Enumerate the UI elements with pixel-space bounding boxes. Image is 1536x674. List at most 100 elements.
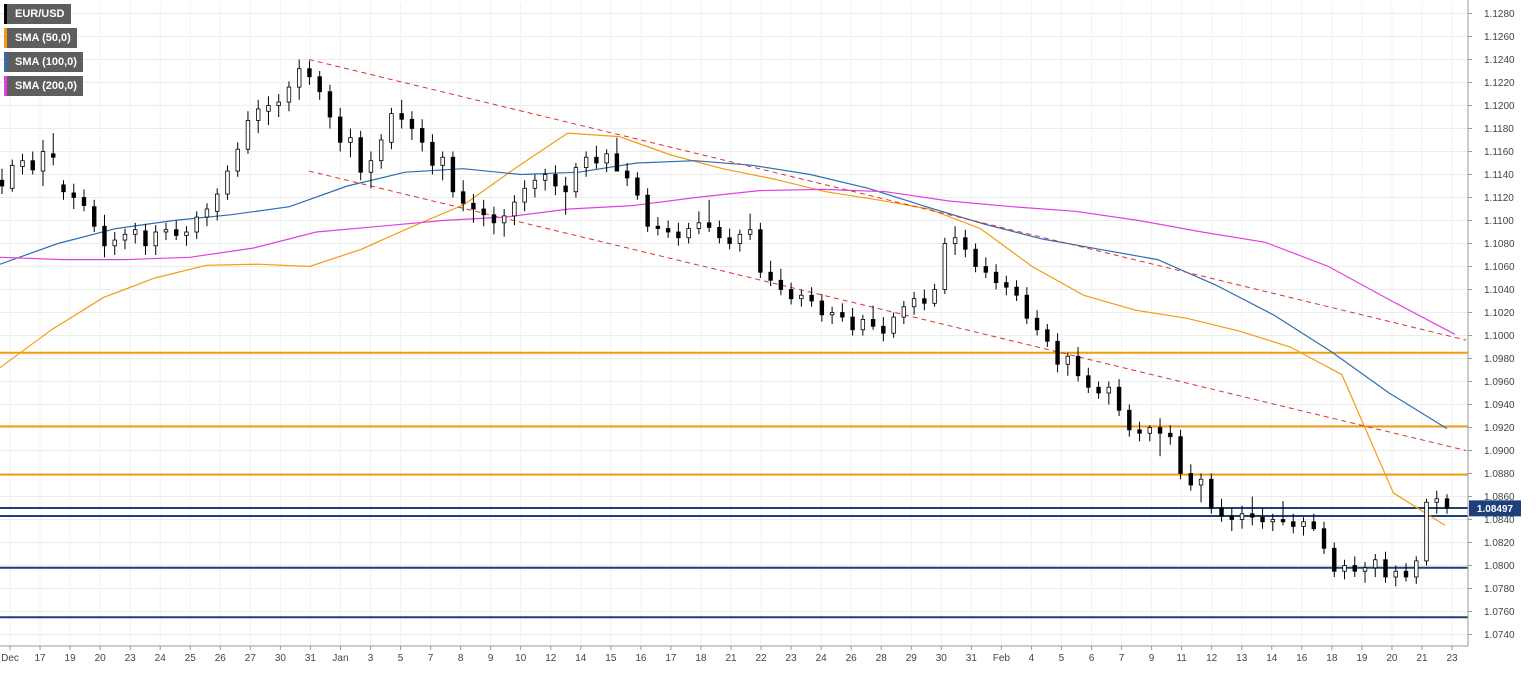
candle[interactable] — [819, 294, 825, 322]
candle[interactable] — [389, 107, 394, 150]
legend-item-sma200[interactable]: SMA (200,0) — [4, 76, 83, 96]
candle[interactable] — [1188, 464, 1193, 491]
candle[interactable] — [1414, 556, 1419, 584]
candle[interactable] — [706, 199, 712, 232]
candle[interactable] — [1260, 508, 1265, 529]
candle[interactable] — [501, 209, 507, 237]
candle[interactable] — [450, 151, 456, 198]
candle[interactable] — [296, 59, 302, 100]
candle[interactable] — [194, 211, 199, 239]
candle[interactable] — [850, 307, 855, 336]
candle[interactable] — [92, 199, 97, 232]
candle[interactable] — [1168, 425, 1173, 445]
candle[interactable] — [61, 180, 66, 200]
candle[interactable] — [696, 211, 702, 235]
candle[interactable] — [768, 260, 773, 287]
candle[interactable] — [133, 222, 138, 244]
candle[interactable] — [1393, 565, 1398, 587]
candle[interactable] — [143, 223, 148, 255]
candle[interactable] — [1198, 473, 1204, 503]
candle[interactable] — [266, 96, 271, 126]
candle[interactable] — [727, 228, 732, 250]
candle[interactable] — [20, 153, 25, 175]
candle[interactable] — [163, 222, 169, 241]
candle[interactable] — [1280, 501, 1286, 526]
candle[interactable] — [542, 168, 548, 191]
candle[interactable] — [1014, 280, 1019, 301]
candle[interactable] — [747, 213, 753, 241]
candle[interactable] — [1055, 333, 1060, 373]
candle[interactable] — [30, 151, 35, 175]
legend-item-sma50[interactable]: SMA (50,0) — [4, 28, 77, 48]
candle[interactable] — [737, 229, 743, 252]
candle[interactable] — [860, 314, 866, 336]
candle[interactable] — [922, 289, 927, 311]
candle[interactable] — [1373, 554, 1378, 577]
sma-line-1000[interactable] — [0, 160, 1448, 430]
candle[interactable] — [553, 165, 558, 196]
candle[interactable] — [829, 306, 835, 324]
candle[interactable] — [491, 206, 497, 235]
candle[interactable] — [891, 312, 896, 338]
candle[interactable] — [215, 188, 220, 221]
candle[interactable] — [348, 128, 353, 158]
candle[interactable] — [573, 163, 579, 198]
candle[interactable] — [471, 194, 476, 223]
candle[interactable] — [430, 134, 435, 175]
candle[interactable] — [563, 176, 568, 215]
candle[interactable] — [256, 99, 261, 134]
candle[interactable] — [1301, 517, 1306, 536]
candle[interactable] — [1137, 421, 1142, 442]
candle[interactable] — [1157, 418, 1163, 457]
candle[interactable] — [317, 71, 322, 100]
candle[interactable] — [973, 243, 978, 273]
candle[interactable] — [1096, 381, 1101, 399]
candle[interactable] — [594, 145, 599, 169]
candle[interactable] — [184, 226, 189, 246]
candle[interactable] — [225, 165, 230, 200]
candle[interactable] — [717, 220, 722, 244]
candle[interactable] — [112, 232, 117, 255]
candle[interactable] — [1342, 559, 1347, 580]
candle[interactable] — [788, 282, 794, 305]
candle[interactable] — [337, 107, 343, 152]
candle[interactable] — [40, 140, 46, 186]
candle[interactable] — [840, 303, 845, 322]
candle[interactable] — [204, 203, 210, 227]
candle[interactable] — [665, 220, 671, 238]
candle[interactable] — [963, 229, 968, 258]
candle[interactable] — [1004, 275, 1009, 296]
candle[interactable] — [1209, 473, 1214, 514]
candle[interactable] — [1434, 490, 1439, 514]
candle[interactable] — [51, 133, 56, 166]
candle[interactable] — [676, 222, 681, 246]
candle[interactable] — [993, 264, 999, 290]
candle[interactable] — [81, 189, 87, 212]
candle[interactable] — [1332, 542, 1337, 578]
candle[interactable] — [235, 142, 240, 177]
candle[interactable] — [1045, 324, 1050, 347]
candle[interactable] — [1086, 367, 1091, 393]
candle[interactable] — [1403, 563, 1409, 582]
candle[interactable] — [1239, 505, 1245, 529]
candle[interactable] — [901, 301, 907, 324]
candle[interactable] — [778, 268, 784, 296]
candle[interactable] — [911, 291, 917, 315]
candle[interactable] — [932, 283, 937, 307]
candle[interactable] — [758, 222, 763, 278]
trendline[interactable] — [308, 59, 1467, 341]
candle[interactable] — [604, 149, 609, 173]
candle[interactable] — [1065, 352, 1071, 376]
candle[interactable] — [0, 168, 5, 195]
sma-line-500[interactable] — [0, 132, 1446, 526]
candle[interactable] — [276, 94, 281, 117]
candle[interactable] — [1147, 425, 1153, 442]
candle[interactable] — [419, 119, 425, 152]
candle[interactable] — [122, 228, 128, 250]
candle[interactable] — [1127, 404, 1132, 437]
candle[interactable] — [378, 134, 384, 169]
candle[interactable] — [409, 111, 415, 140]
candle[interactable] — [71, 183, 76, 209]
candle[interactable] — [1424, 498, 1429, 566]
